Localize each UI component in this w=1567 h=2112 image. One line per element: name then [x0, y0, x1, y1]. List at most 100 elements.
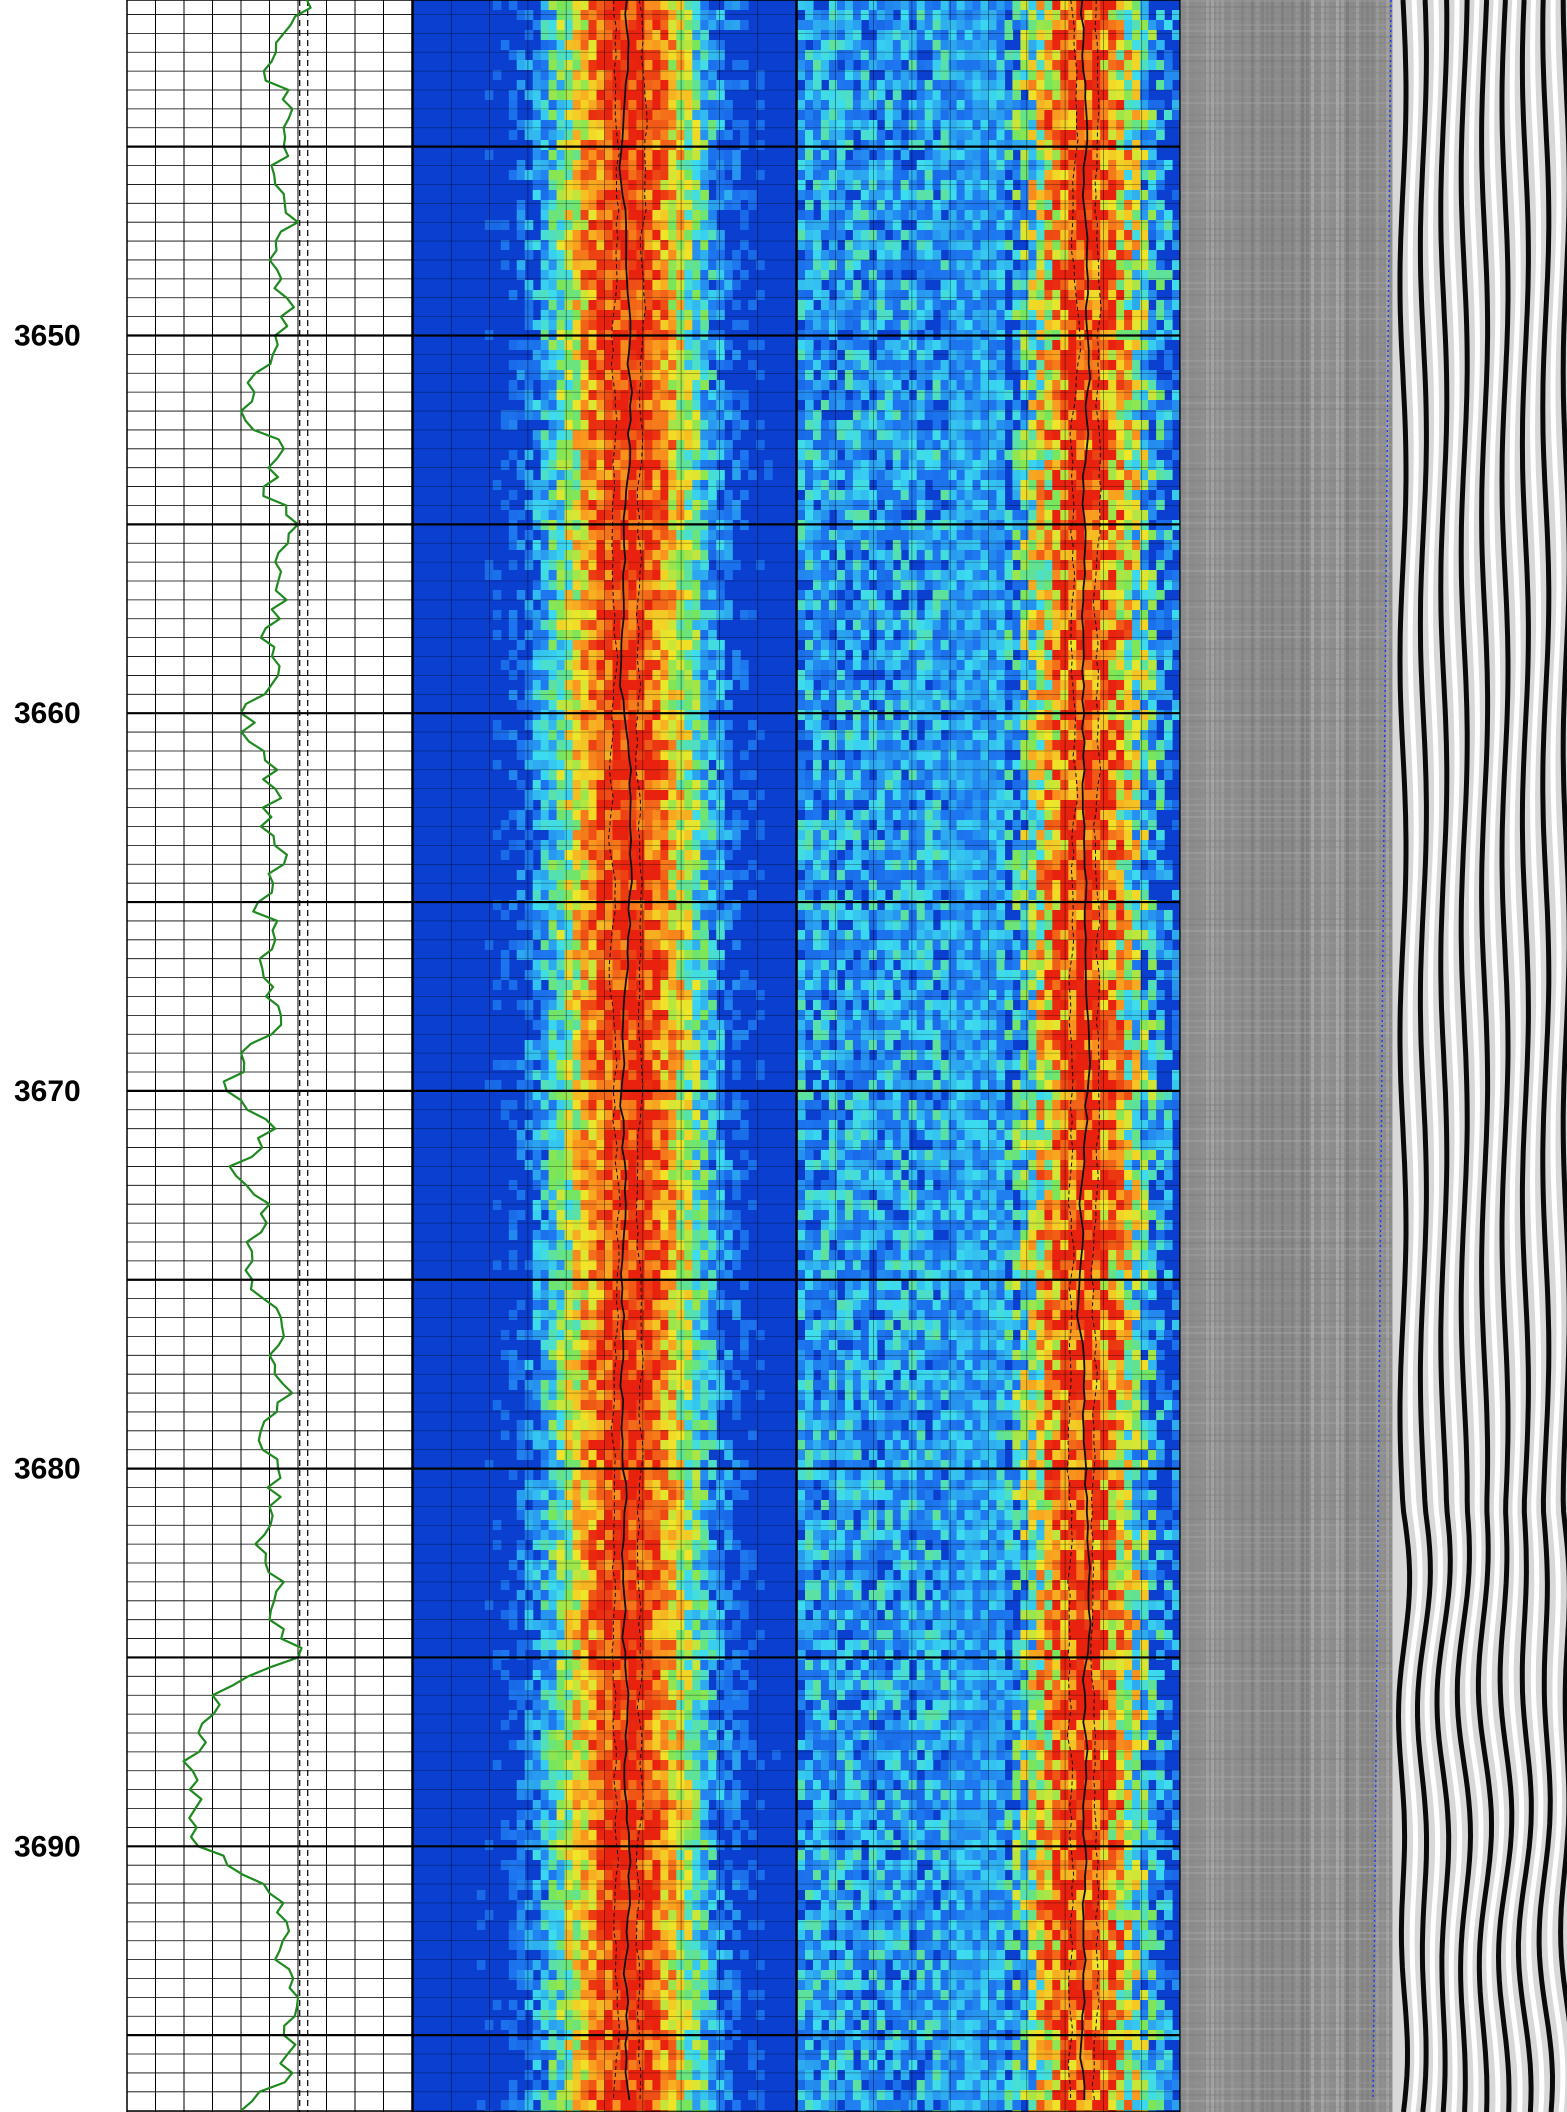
image-track-1-cell: [652, 910, 661, 920]
image-track-1-cell: [660, 1170, 669, 1180]
image-track-1-cell: [676, 470, 685, 480]
image-track-1-cell: [549, 980, 558, 990]
image-track-1-cell: [708, 970, 717, 980]
image-track-1-cell: [573, 750, 582, 760]
image-track-1-cell: [652, 680, 661, 690]
image-track-1-cell: [660, 150, 669, 160]
image-track-1-cell: [700, 1710, 709, 1720]
image-track-1-cell: [533, 1430, 542, 1440]
image-track-1-cell: [605, 790, 614, 800]
image-track-1-cell: [533, 740, 542, 750]
image-track-1-cell: [740, 1740, 749, 1750]
image-track-1-cell: [597, 240, 606, 250]
image-track-1-cell: [628, 590, 637, 600]
image-track-1-cell: [684, 940, 693, 950]
image-track-1-cell: [557, 200, 566, 210]
image-track-1-cell: [621, 1020, 630, 1030]
image-track-1-cell: [692, 130, 701, 140]
image-track-1-cell: [597, 480, 606, 490]
image-track-1-cell: [549, 1600, 558, 1610]
image-track-1-cell: [652, 920, 661, 930]
image-track-1-cell: [621, 810, 630, 820]
image-track-1-cell: [605, 670, 614, 680]
image-track-1-cell: [549, 100, 558, 110]
image-track-1-cell: [668, 1620, 677, 1630]
image-track-1-cell: [517, 590, 526, 600]
image-track-1-cell: [660, 80, 669, 90]
image-track-1-cell: [700, 1700, 709, 1710]
image-track-1-cell: [589, 1080, 598, 1090]
image-track-1-cell: [724, 1000, 733, 1010]
image-track-1-cell: [597, 300, 606, 310]
image-track-1-cell: [652, 1320, 661, 1330]
image-track-1-cell: [652, 1810, 661, 1820]
image-track-1-cell: [628, 1620, 637, 1630]
image-track-1-cell: [549, 830, 558, 840]
image-track-1-cell: [636, 140, 645, 150]
image-track-1-cell: [708, 1770, 717, 1780]
image-track-1-cell: [549, 660, 558, 670]
image-track-1-cell: [628, 500, 637, 510]
image-track-1-cell: [597, 810, 606, 820]
image-track-1-cell: [652, 400, 661, 410]
image-track-1-cell: [549, 280, 558, 290]
image-track-1-cell: [644, 1580, 653, 1590]
image-track-1-cell: [525, 1080, 534, 1090]
image-track-1-cell: [676, 1760, 685, 1770]
image-track-1-cell: [660, 70, 669, 80]
image-track-1-cell: [708, 1060, 717, 1070]
image-track-1-cell: [700, 1060, 709, 1070]
image-track-1-cell: [605, 1510, 614, 1520]
image-track-1-cell: [716, 740, 725, 750]
image-track-1-cell: [708, 270, 717, 280]
image-track-1-cell: [724, 1700, 733, 1710]
image-track-1-cell: [724, 160, 733, 170]
image-track-1-cell: [493, 590, 502, 600]
image-track-1-cell: [700, 980, 709, 990]
image-track-1-cell: [525, 1380, 534, 1390]
image-track-1-cell: [692, 890, 701, 900]
image-track-1-cell: [644, 760, 653, 770]
image-track-1-cell: [684, 80, 693, 90]
image-track-1-cell: [716, 430, 725, 440]
image-track-1-cell: [636, 630, 645, 640]
image-track-1-cell: [652, 1710, 661, 1720]
image-track-1-cell: [581, 1200, 590, 1210]
image-track-1-cell: [605, 50, 614, 60]
image-track-1-cell: [748, 1560, 757, 1570]
image-track-1-cell: [716, 1080, 725, 1090]
image-track-1-cell: [684, 130, 693, 140]
image-track-1-cell: [708, 1740, 717, 1750]
image-track-1-cell: [636, 980, 645, 990]
image-track-1-cell: [613, 440, 622, 450]
image-track-1-cell: [628, 1610, 637, 1620]
image-track-1-cell: [724, 1530, 733, 1540]
image-track-1-cell: [581, 960, 590, 970]
image-track-1-cell: [597, 1020, 606, 1030]
image-track-1-cell: [652, 440, 661, 450]
image-track-1-cell: [549, 440, 558, 450]
image-track-1-cell: [628, 1730, 637, 1740]
image-track-1-cell: [597, 180, 606, 190]
depth-tick-label-3690: 3690: [14, 1830, 81, 1863]
image-track-1-cell: [589, 830, 598, 840]
image-track-1-cell: [541, 1070, 550, 1080]
image-track-1-cell: [676, 180, 685, 190]
image-track-1-cell: [549, 1370, 558, 1380]
image-track-1-cell: [628, 940, 637, 950]
image-track-1-cell: [533, 430, 542, 440]
image-track-1-cell: [636, 80, 645, 90]
image-track-1-cell: [700, 450, 709, 460]
image-track-1-cell: [597, 890, 606, 900]
image-track-1-cell: [692, 1360, 701, 1370]
image-track-1-cell: [724, 1240, 733, 1250]
image-track-1-cell: [597, 530, 606, 540]
image-track-1-cell: [708, 100, 717, 110]
image-track-1-cell: [581, 60, 590, 70]
image-track-1-cell: [493, 1000, 502, 1010]
image-track-1-cell: [581, 210, 590, 220]
image-track-1-cell: [668, 420, 677, 430]
image-track-1-cell: [724, 1390, 733, 1400]
image-track-1-cell: [533, 140, 542, 150]
image-track-1-cell: [716, 1620, 725, 1630]
